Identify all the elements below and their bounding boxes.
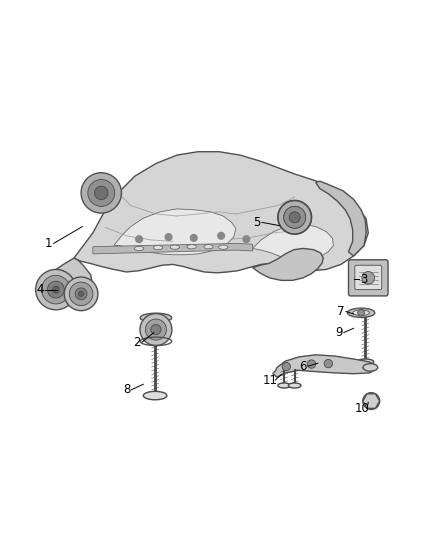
- Polygon shape: [47, 258, 92, 298]
- Circle shape: [278, 200, 311, 234]
- Text: 6: 6: [299, 360, 307, 373]
- Text: 4: 4: [36, 283, 44, 296]
- Ellipse shape: [363, 364, 378, 371]
- Circle shape: [75, 288, 87, 300]
- Circle shape: [362, 271, 374, 284]
- Circle shape: [282, 362, 290, 371]
- Polygon shape: [273, 355, 375, 377]
- Polygon shape: [74, 152, 368, 273]
- Circle shape: [42, 276, 70, 304]
- Circle shape: [88, 180, 115, 206]
- Text: 10: 10: [354, 402, 369, 415]
- Polygon shape: [93, 244, 253, 254]
- Circle shape: [243, 236, 250, 243]
- Polygon shape: [363, 394, 380, 408]
- Ellipse shape: [153, 246, 162, 249]
- Polygon shape: [253, 224, 333, 260]
- Text: 7: 7: [337, 305, 345, 318]
- Text: 11: 11: [263, 374, 278, 386]
- Circle shape: [363, 393, 380, 409]
- Ellipse shape: [140, 313, 172, 322]
- Circle shape: [69, 282, 93, 305]
- Circle shape: [165, 233, 172, 240]
- Circle shape: [307, 360, 316, 368]
- Text: 9: 9: [335, 326, 343, 339]
- Circle shape: [53, 286, 59, 293]
- Text: 1: 1: [45, 237, 53, 250]
- Ellipse shape: [278, 383, 290, 388]
- Circle shape: [324, 359, 332, 368]
- Circle shape: [367, 397, 375, 405]
- Ellipse shape: [187, 245, 196, 249]
- Ellipse shape: [134, 246, 144, 251]
- Ellipse shape: [353, 310, 370, 316]
- Circle shape: [95, 186, 108, 200]
- Circle shape: [35, 270, 76, 310]
- Circle shape: [284, 206, 306, 228]
- Text: 2: 2: [133, 336, 141, 349]
- Polygon shape: [316, 181, 366, 256]
- Circle shape: [64, 277, 98, 311]
- Ellipse shape: [219, 245, 228, 249]
- Circle shape: [136, 236, 142, 243]
- Circle shape: [47, 281, 64, 298]
- FancyBboxPatch shape: [355, 265, 382, 289]
- Circle shape: [78, 292, 84, 296]
- Ellipse shape: [347, 308, 375, 317]
- Ellipse shape: [170, 245, 180, 249]
- FancyBboxPatch shape: [349, 260, 388, 296]
- Ellipse shape: [288, 383, 301, 388]
- Text: 3: 3: [360, 272, 368, 286]
- Ellipse shape: [204, 245, 213, 249]
- Circle shape: [289, 212, 300, 223]
- Polygon shape: [114, 209, 236, 255]
- Text: 5: 5: [253, 216, 261, 229]
- Circle shape: [81, 173, 121, 213]
- Circle shape: [145, 319, 166, 340]
- Circle shape: [151, 325, 161, 335]
- Ellipse shape: [143, 391, 167, 400]
- Circle shape: [218, 232, 224, 239]
- Text: 8: 8: [123, 383, 130, 396]
- Circle shape: [140, 313, 172, 345]
- Circle shape: [191, 235, 197, 241]
- Polygon shape: [253, 248, 323, 280]
- Ellipse shape: [357, 359, 374, 365]
- Circle shape: [358, 309, 364, 316]
